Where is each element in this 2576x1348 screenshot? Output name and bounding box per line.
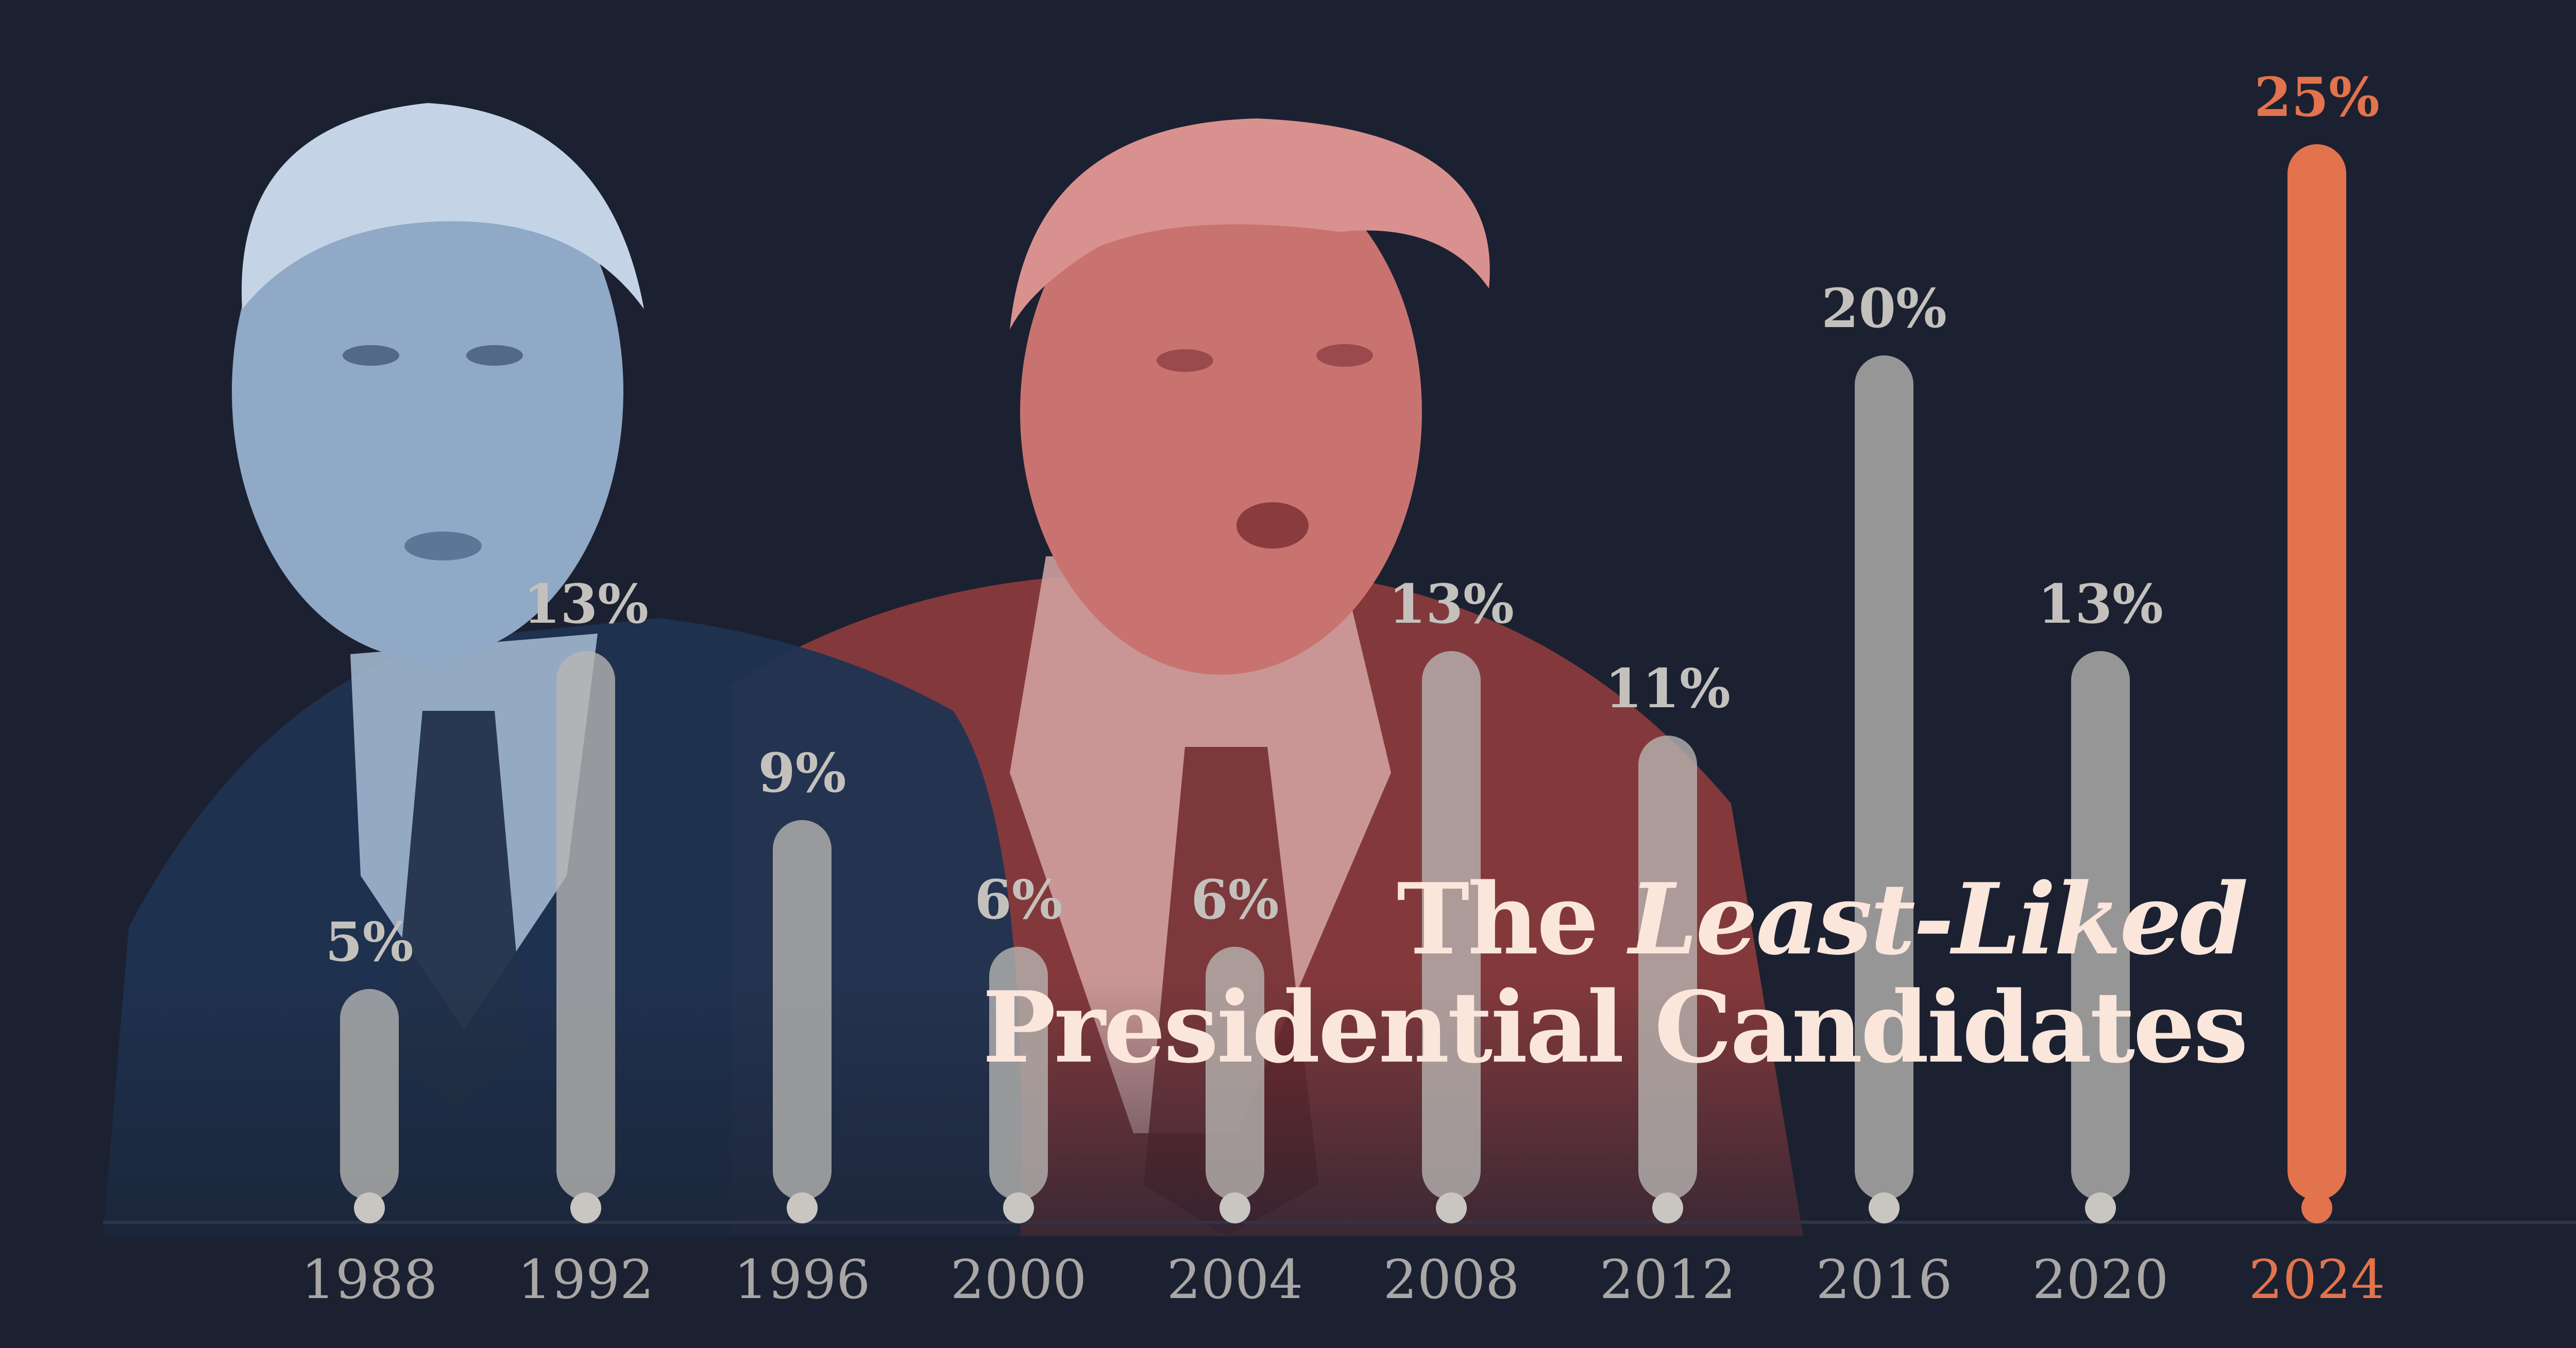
x-tick-label-2000: 2000 [951,1248,1087,1311]
x-tick-label-2008: 2008 [1383,1248,1520,1311]
data-label-2024: 25% [2254,65,2380,129]
data-label-2012: 11% [1605,657,1731,720]
bar-dot-1988 [354,1192,385,1223]
chart-title-line-2: Presidential Candidates [982,970,2248,1085]
data-label-2004: 6% [1191,868,1279,931]
x-tick-label-2004: 2004 [1167,1248,1303,1311]
bar-2004 [1206,947,1264,1200]
bar-2016 [1855,355,1913,1200]
x-tick-label-1992: 1992 [518,1248,654,1311]
bar-dot-1996 [787,1192,818,1223]
bar-dot-1992 [570,1192,601,1223]
x-tick-label-2024: 2024 [2249,1248,2385,1311]
bar-dot-2004 [1219,1192,1250,1223]
bar-dot-2008 [1436,1192,1467,1223]
bar-dot-2016 [1869,1192,1900,1223]
bar-2020 [2071,651,2130,1200]
bar-1992 [556,651,615,1200]
bar-1988 [340,989,399,1200]
x-tick-label-2012: 2012 [1600,1248,1736,1311]
bar-dot-2000 [1003,1192,1034,1223]
bar-dot-2024 [2301,1192,2332,1223]
data-label-1988: 5% [325,910,413,974]
bar-2024 [2287,144,2346,1200]
x-tick-label-2016: 2016 [1816,1248,1953,1311]
data-label-2020: 13% [2038,572,2163,636]
data-label-1996: 9% [758,741,846,805]
chart-title-line-1: The Least-Liked [982,862,2248,977]
bar-2008 [1422,651,1481,1200]
data-label-2016: 20% [1821,277,1947,340]
title-part-1: The [1397,862,1599,977]
data-label-2008: 13% [1388,572,1514,636]
bar-2012 [1638,736,1697,1200]
bar-dot-2012 [1652,1192,1683,1223]
bar-1996 [773,820,832,1200]
x-tick-label-1996: 1996 [734,1248,871,1311]
data-label-2000: 6% [974,868,1062,931]
bars-group: 5% 1988 13% 1992 9% 1996 6% 2000 6% 2004 13% 2008 11… [301,65,2385,1311]
chart-title: The Least-Liked Presidential Candidates [982,862,2248,1085]
title-emphasis: Least-Liked [1629,862,2248,977]
x-tick-label-2020: 2020 [2032,1248,2169,1311]
bar-2000 [989,947,1048,1200]
data-label-1992: 13% [523,572,649,636]
x-tick-label-1988: 1988 [301,1248,438,1311]
bar-dot-2020 [2085,1192,2116,1223]
